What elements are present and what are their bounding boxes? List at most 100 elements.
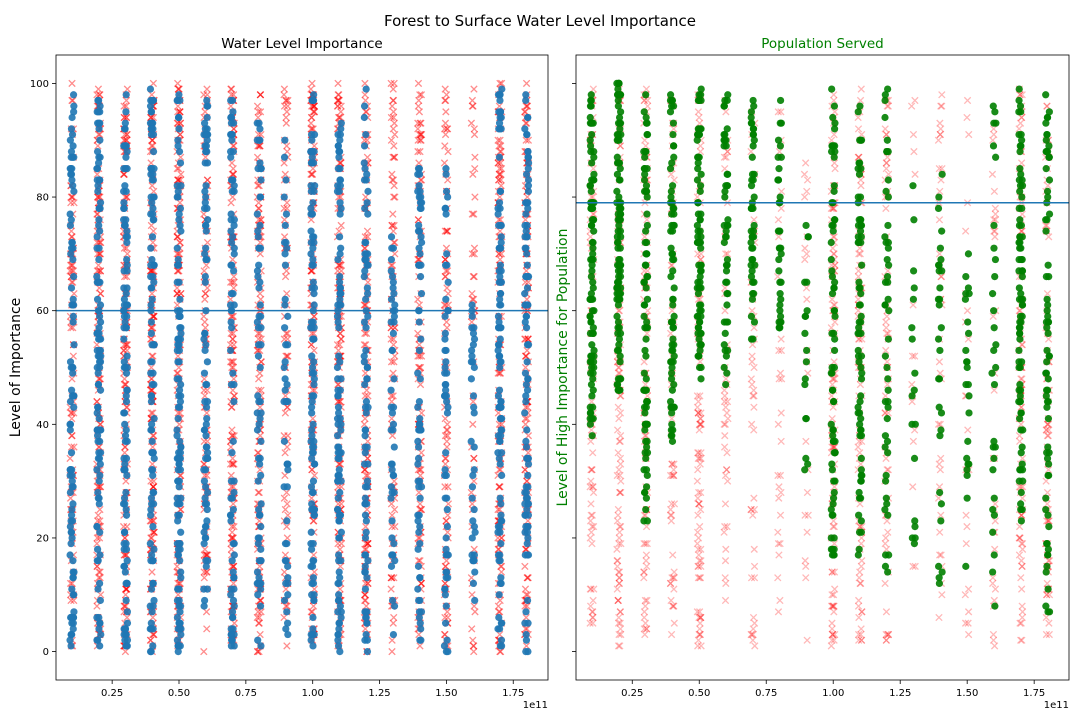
x-marker-point: [938, 102, 946, 110]
x-marker-point: [470, 125, 478, 133]
circle-marker-point: [361, 255, 369, 264]
x-marker-point: [336, 329, 344, 338]
x-marker-point: [748, 380, 756, 389]
x-marker-point: [667, 630, 676, 639]
x-marker-point: [66, 454, 74, 463]
x-marker-point: [227, 85, 235, 93]
circle-marker-point: [496, 557, 504, 565]
x-marker-point: [284, 352, 292, 360]
x-marker-point: [643, 102, 652, 110]
circle-marker-point: [362, 130, 370, 139]
x-marker-point: [443, 227, 452, 235]
circle-marker-point: [523, 540, 531, 548]
circle-marker-point: [202, 244, 210, 252]
x-marker-point: [721, 392, 729, 400]
circle-marker-point: [333, 187, 342, 195]
circle-marker-point: [227, 380, 236, 389]
circle-marker-point: [70, 392, 78, 400]
circle-marker-point: [308, 352, 316, 360]
circle-marker-point: [309, 625, 317, 633]
x-marker-point: [669, 551, 677, 559]
x-marker-point: [256, 403, 264, 411]
x-marker-point: [910, 147, 918, 156]
circle-marker-point: [150, 596, 158, 605]
circle-marker-point: [309, 255, 317, 264]
x-marker-point: [667, 170, 675, 178]
circle-marker-point: [310, 392, 318, 400]
circle-marker-point: [173, 454, 181, 463]
circle-marker-point: [281, 221, 289, 230]
circle-marker-point: [201, 159, 209, 167]
x-marker-point: [495, 176, 503, 184]
x-marker-point: [883, 466, 891, 474]
circle-marker-point: [362, 608, 370, 616]
circle-marker-point: [390, 312, 398, 320]
circle-marker-point: [364, 250, 372, 258]
circle-marker-point: [67, 630, 75, 639]
circle-marker-point: [363, 619, 371, 627]
circle-marker-point: [256, 159, 264, 167]
circle-marker-point: [388, 534, 396, 542]
circle-marker-point: [67, 125, 76, 133]
circle-marker-point: [521, 488, 529, 497]
x-marker-point: [524, 591, 532, 599]
x-marker-point: [522, 352, 531, 360]
circle-marker-point: [496, 301, 504, 309]
x-marker-point: [470, 477, 478, 485]
x-marker-point: [643, 307, 652, 315]
x-marker-point: [283, 642, 291, 650]
x-marker-point: [587, 426, 596, 434]
circle-marker-point: [334, 642, 343, 650]
x-marker-point: [95, 568, 103, 576]
circle-marker-point: [174, 415, 182, 423]
x-marker-point: [750, 363, 758, 372]
circle-marker-point: [362, 409, 370, 417]
x-marker-point: [150, 517, 158, 525]
circle-marker-point: [123, 386, 131, 394]
x-marker-point: [229, 335, 237, 343]
x-marker-point: [496, 227, 504, 235]
circle-marker-point: [229, 233, 237, 241]
x-marker-point: [228, 358, 236, 366]
x-marker-point: [257, 295, 265, 303]
x-marker-point: [414, 136, 422, 144]
circle-marker-point: [255, 284, 263, 292]
x-marker-point: [617, 539, 625, 548]
circle-marker-point: [336, 358, 344, 366]
circle-marker-point: [280, 363, 288, 372]
x-marker-point: [147, 534, 155, 542]
circle-marker-point: [497, 574, 505, 582]
circle-marker-point: [309, 477, 318, 485]
circle-marker-point: [309, 278, 317, 286]
x-marker-point: [229, 534, 237, 542]
circle-marker-point: [335, 568, 343, 576]
circle-marker-point: [227, 113, 235, 122]
x-marker-point: [801, 159, 810, 167]
circle-marker-point: [150, 454, 158, 463]
circle-marker-point: [95, 415, 103, 423]
x-marker-point: [829, 517, 838, 525]
circle-marker-point: [93, 165, 101, 173]
x-marker-point: [228, 278, 236, 286]
x-marker-point: [693, 528, 702, 536]
circle-marker-point: [70, 272, 78, 281]
x-marker-point: [389, 85, 397, 93]
circle-marker-point: [148, 255, 156, 264]
circle-marker-point: [227, 130, 235, 139]
x-marker-point: [123, 85, 132, 93]
x-marker-point: [615, 574, 624, 582]
x-marker-point: [774, 471, 782, 480]
circle-marker-point: [363, 170, 371, 178]
circle-marker-point: [443, 494, 451, 502]
circle-marker-series: [66, 85, 533, 656]
x-marker-point: [443, 528, 452, 536]
circle-marker-point: [310, 301, 318, 309]
circle-marker-point: [204, 216, 212, 224]
circle-marker-point: [495, 591, 503, 599]
circle-marker-point: [336, 250, 344, 258]
x-marker-point: [441, 130, 450, 139]
x-marker-point: [257, 608, 265, 616]
x-marker-point: [309, 517, 317, 525]
circle-marker-point: [254, 392, 262, 400]
circle-marker-point: [414, 443, 423, 451]
